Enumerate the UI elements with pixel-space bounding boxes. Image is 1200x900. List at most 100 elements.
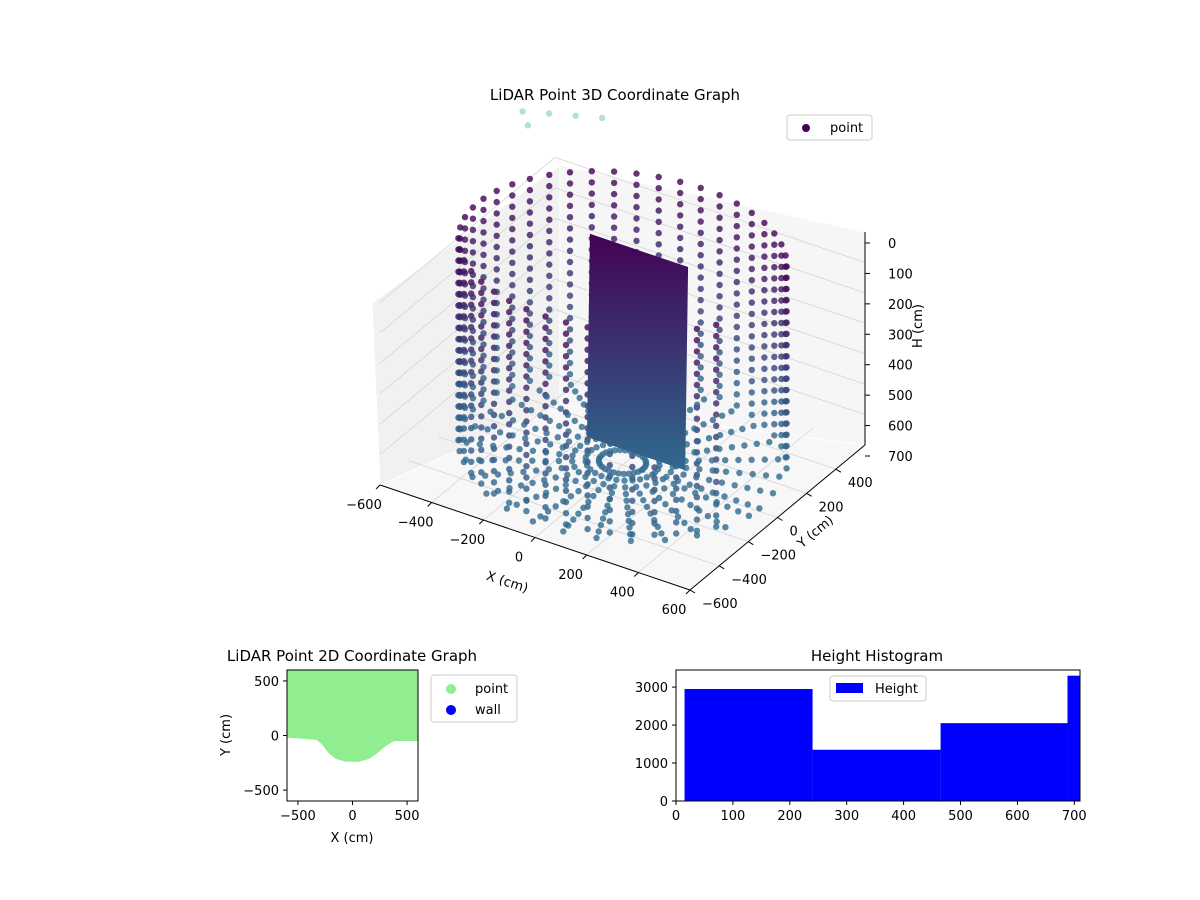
cloud-point <box>722 524 729 531</box>
cloud-point <box>733 379 740 387</box>
cloud-point <box>461 393 469 400</box>
y-tick-mark <box>835 468 842 473</box>
cloud-point <box>761 309 768 316</box>
cloud-point <box>480 274 487 281</box>
cloud-point <box>480 285 487 292</box>
cloud-point <box>461 270 469 277</box>
cloud-point <box>588 212 595 220</box>
legend2d-label-point: point <box>475 682 508 697</box>
cloud-point <box>716 304 723 311</box>
cloud-point <box>625 517 632 524</box>
cloud-point <box>602 509 609 516</box>
cloud-point <box>546 306 553 313</box>
cloud-point <box>542 324 549 331</box>
z-tick-label: 600 <box>888 420 913 435</box>
cloud-point <box>610 179 618 187</box>
cloud-point <box>493 311 500 318</box>
cloud-point <box>506 376 513 383</box>
cloud-point <box>468 436 475 443</box>
cloud-point <box>509 396 516 403</box>
cloud-point <box>748 400 755 407</box>
cloud-point <box>526 355 534 362</box>
cloud-point <box>523 306 530 313</box>
back-grid-z-3 <box>554 217 866 324</box>
cloud-point <box>503 505 511 512</box>
cloud-point <box>509 326 516 334</box>
cloud-point <box>480 363 487 371</box>
cloud-point <box>716 248 723 255</box>
cloud-point <box>526 265 534 272</box>
cloud-point <box>771 286 778 293</box>
cloud-point <box>493 389 500 396</box>
cloud-point <box>733 211 740 218</box>
cloud-point <box>733 391 740 398</box>
cloud-point <box>700 396 708 403</box>
cloud-point <box>778 443 785 450</box>
cloud-point <box>721 493 728 500</box>
cloud-point <box>677 234 684 242</box>
cloud-point <box>566 359 574 367</box>
chart2d-ylabel: Y (cm) <box>219 714 234 757</box>
cloud-point <box>493 266 500 273</box>
hist-bar-3 <box>1067 675 1080 801</box>
cloud-point <box>566 292 574 299</box>
cloud-point <box>469 361 477 368</box>
cloud-point <box>778 387 785 394</box>
cloud-point <box>469 204 477 211</box>
cloud-point <box>457 347 464 354</box>
cloud-point <box>697 229 704 236</box>
cloud-point <box>494 487 502 495</box>
cloud-point <box>575 468 582 476</box>
cloud-point <box>778 286 785 293</box>
cloud-point <box>565 428 572 435</box>
cloud-point <box>697 308 704 315</box>
cloud-point <box>526 310 534 317</box>
cloud-point <box>693 370 701 377</box>
y-tick-label: 400 <box>848 476 873 491</box>
cloud-point <box>484 426 491 433</box>
cloud-point <box>578 423 585 431</box>
cloud-point <box>526 287 534 295</box>
cloud-point <box>562 386 570 393</box>
cloud-point <box>771 308 778 316</box>
cloud-point <box>478 424 485 431</box>
x-tick-mark <box>530 537 536 542</box>
cloud-point <box>575 487 582 495</box>
cloud-point <box>761 354 768 361</box>
cloud-point <box>713 411 720 418</box>
cloud-point <box>526 332 534 340</box>
cloud-point <box>509 225 516 233</box>
cloud-point <box>697 319 704 326</box>
cloud-point <box>661 536 669 544</box>
y2d-tick-label: 500 <box>254 675 279 690</box>
cloud-point <box>509 383 516 390</box>
cloud-point <box>610 202 618 209</box>
cloud-point <box>585 498 592 506</box>
cloud-point <box>667 468 674 476</box>
chart-3d: LiDAR Point 3D Coordinate Graph −600 −400… <box>346 86 926 618</box>
cloud-point <box>469 316 477 323</box>
cloud-point <box>778 319 785 327</box>
hist-y-tick-label: 3000 <box>635 681 668 696</box>
hist-ticks: 0 100 200 300 400 500 600 700 0 1000 2000 3000 <box>635 681 1087 824</box>
cloud-point <box>546 194 553 201</box>
cloud-point <box>461 337 469 344</box>
cloud-point <box>534 438 541 445</box>
cloud-point <box>469 395 477 402</box>
cloud-point <box>546 295 553 302</box>
cloud-point <box>546 227 553 235</box>
cloud-point <box>636 490 643 497</box>
cloud-point <box>782 454 789 461</box>
cloud-point <box>461 247 469 254</box>
cloud-point <box>748 366 755 374</box>
cloud-point <box>687 525 694 533</box>
y-tick-label: 0 <box>790 525 798 540</box>
cloud-point <box>541 477 548 484</box>
hist-x-tick-label: 300 <box>834 809 859 824</box>
cloud-point <box>521 421 528 428</box>
cloud-point <box>480 375 487 382</box>
cloud-point <box>457 426 464 433</box>
cloud-point <box>709 467 716 474</box>
cloud-point <box>748 209 755 217</box>
cloud-point <box>735 456 742 464</box>
